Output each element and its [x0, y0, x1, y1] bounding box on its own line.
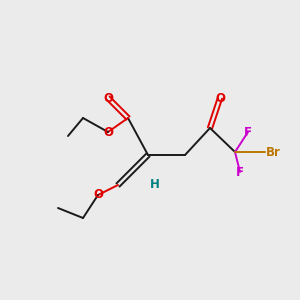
Text: Br: Br: [266, 146, 280, 158]
Text: H: H: [150, 178, 160, 191]
Text: O: O: [215, 92, 225, 104]
Text: F: F: [236, 166, 244, 178]
Text: F: F: [244, 125, 252, 139]
Text: O: O: [103, 92, 113, 104]
Text: O: O: [93, 188, 103, 202]
Text: O: O: [103, 125, 113, 139]
